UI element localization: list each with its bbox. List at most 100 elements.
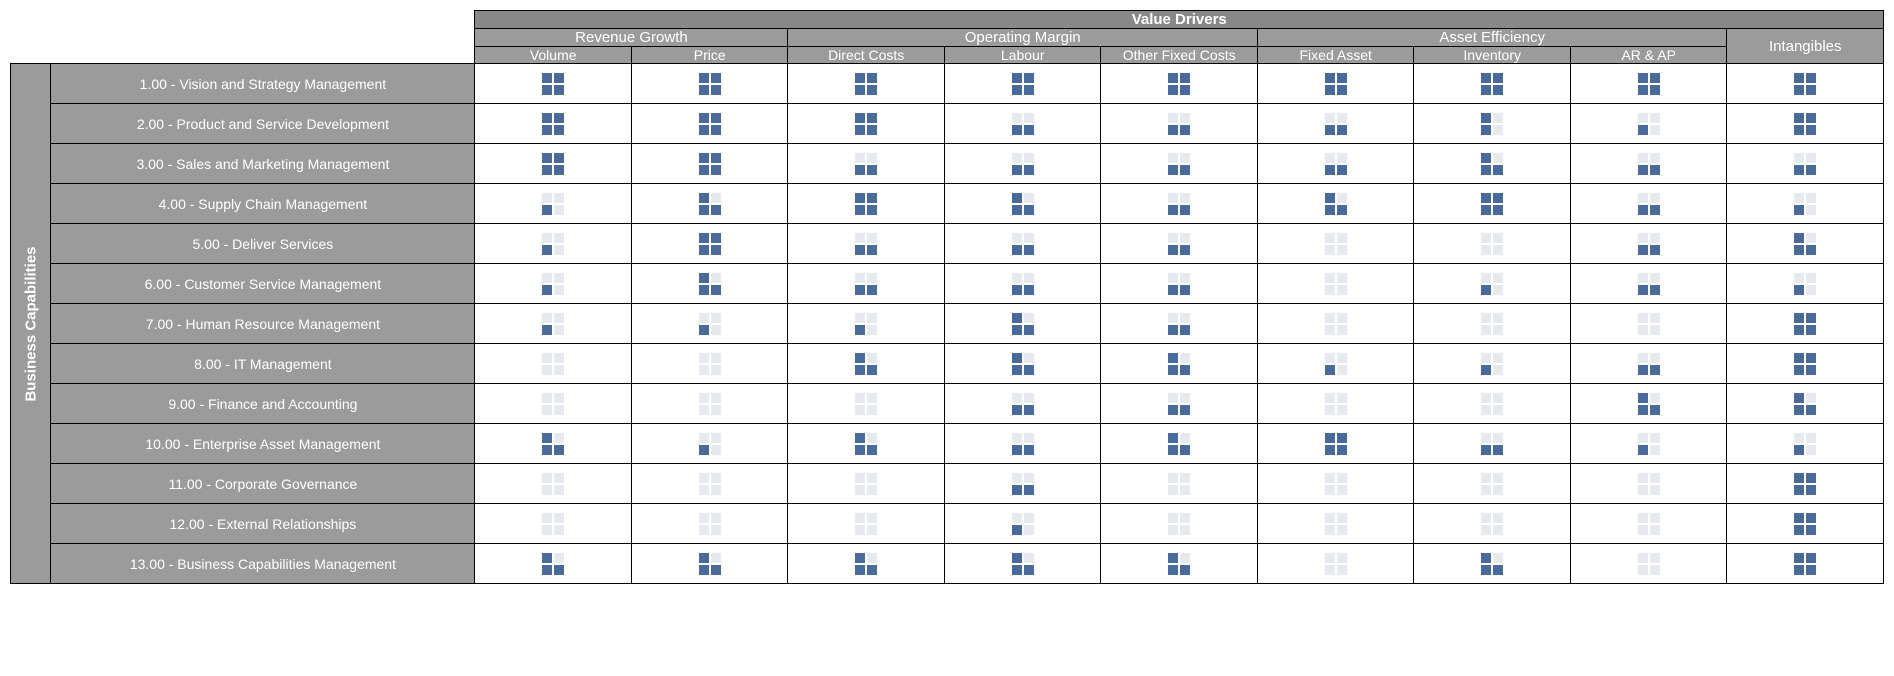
score-icon: [1481, 273, 1503, 295]
score-cell: [1101, 264, 1258, 304]
score-icon: [1012, 313, 1034, 335]
score-icon: [1794, 393, 1816, 415]
header-super: Value Drivers: [475, 11, 1884, 29]
score-cell: [1414, 104, 1571, 144]
score-cell: [944, 464, 1101, 504]
score-icon: [1794, 513, 1816, 535]
header-spacer-3: [11, 47, 475, 64]
score-icon: [1325, 473, 1347, 495]
score-cell: [631, 544, 788, 584]
sub-inventory: Inventory: [1414, 47, 1571, 64]
score-icon: [1012, 73, 1034, 95]
score-cell: [1570, 304, 1727, 344]
score-cell: [475, 104, 632, 144]
score-cell: [631, 264, 788, 304]
row-label: 8.00 - IT Management: [51, 344, 475, 384]
header-spacer-2: [11, 29, 475, 47]
score-icon: [1638, 153, 1660, 175]
score-cell: [944, 384, 1101, 424]
score-cell: [1727, 384, 1884, 424]
score-cell: [788, 184, 945, 224]
score-icon: [1794, 153, 1816, 175]
score-icon: [1638, 113, 1660, 135]
score-cell: [1727, 464, 1884, 504]
table-row: 6.00 - Customer Service Management: [11, 264, 1884, 304]
score-cell: [944, 264, 1101, 304]
sub-price: Price: [631, 47, 788, 64]
score-cell: [631, 304, 788, 344]
score-cell: [1257, 264, 1414, 304]
score-cell: [475, 344, 632, 384]
table-row: 5.00 - Deliver Services: [11, 224, 1884, 264]
score-cell: [631, 144, 788, 184]
group-revenue-growth: Revenue Growth: [475, 29, 788, 47]
table-row: 11.00 - Corporate Governance: [11, 464, 1884, 504]
score-cell: [475, 304, 632, 344]
score-cell: [1101, 544, 1258, 584]
sub-volume: Volume: [475, 47, 632, 64]
score-cell: [631, 224, 788, 264]
score-icon: [1481, 153, 1503, 175]
score-icon: [1638, 433, 1660, 455]
sub-labour: Labour: [944, 47, 1101, 64]
table-row: 7.00 - Human Resource Management: [11, 304, 1884, 344]
score-icon: [855, 233, 877, 255]
score-cell: [1414, 264, 1571, 304]
table-row: 12.00 - External Relationships: [11, 504, 1884, 544]
score-icon: [1012, 553, 1034, 575]
score-icon: [1168, 393, 1190, 415]
score-icon: [1168, 233, 1190, 255]
header-row-subs: Volume Price Direct Costs Labour Other F…: [11, 47, 1884, 64]
side-label-business-capabilities: Business Capabilities: [11, 64, 51, 584]
score-cell: [1727, 424, 1884, 464]
score-icon: [1012, 193, 1034, 215]
row-label: 3.00 - Sales and Marketing Management: [51, 144, 475, 184]
score-cell: [1101, 424, 1258, 464]
score-cell: [631, 344, 788, 384]
score-icon: [542, 553, 564, 575]
score-cell: [475, 264, 632, 304]
score-cell: [788, 384, 945, 424]
score-cell: [1257, 504, 1414, 544]
score-icon: [1794, 273, 1816, 295]
header-spacer: [11, 11, 475, 29]
score-icon: [699, 553, 721, 575]
row-label: 13.00 - Business Capabilities Management: [51, 544, 475, 584]
score-icon: [1638, 353, 1660, 375]
score-icon: [699, 353, 721, 375]
score-icon: [1638, 313, 1660, 335]
score-cell: [475, 64, 632, 104]
score-cell: [1570, 424, 1727, 464]
score-icon: [1638, 273, 1660, 295]
score-cell: [1727, 344, 1884, 384]
side-label-text: Business Capabilities: [22, 246, 39, 401]
score-cell: [475, 424, 632, 464]
score-cell: [788, 224, 945, 264]
score-cell: [1414, 464, 1571, 504]
score-cell: [1570, 504, 1727, 544]
score-cell: [1727, 224, 1884, 264]
score-cell: [1727, 104, 1884, 144]
score-cell: [1257, 104, 1414, 144]
sub-ar-ap: AR & AP: [1570, 47, 1727, 64]
score-cell: [788, 144, 945, 184]
score-icon: [542, 353, 564, 375]
score-icon: [699, 193, 721, 215]
score-cell: [631, 424, 788, 464]
score-icon: [1638, 553, 1660, 575]
table-row: 9.00 - Finance and Accounting: [11, 384, 1884, 424]
score-icon: [1481, 353, 1503, 375]
score-icon: [1481, 233, 1503, 255]
score-cell: [944, 184, 1101, 224]
score-icon: [855, 273, 877, 295]
score-cell: [1101, 304, 1258, 344]
score-icon: [1794, 113, 1816, 135]
score-cell: [1414, 504, 1571, 544]
score-cell: [1727, 64, 1884, 104]
score-icon: [1012, 233, 1034, 255]
score-cell: [1570, 104, 1727, 144]
score-icon: [1012, 393, 1034, 415]
score-icon: [542, 233, 564, 255]
score-icon: [699, 113, 721, 135]
score-icon: [1012, 273, 1034, 295]
